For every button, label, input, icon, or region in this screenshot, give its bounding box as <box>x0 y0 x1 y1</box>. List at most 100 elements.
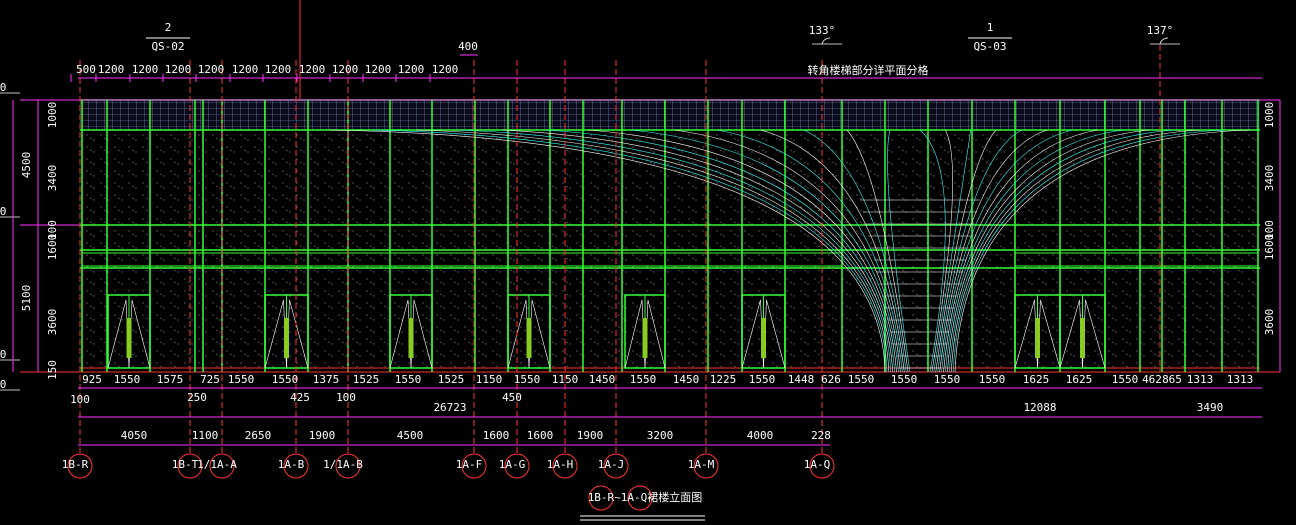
right-dimension: 1600 <box>1263 234 1276 261</box>
bottom-dimension: 1225 <box>710 373 737 386</box>
axis-bubble <box>552 453 578 479</box>
right-dimension: 3600 <box>1263 309 1276 336</box>
bottom-dimension: 725 <box>200 373 220 386</box>
bottom-dimension: 3200 <box>647 429 674 442</box>
angle-label: 137° <box>1147 24 1174 37</box>
bottom-dimension: 4500 <box>397 429 424 442</box>
top-dimension: 500 <box>76 63 96 76</box>
funnel-line <box>935 129 997 373</box>
bottom-dimension: 1600 <box>527 429 554 442</box>
bottom-dimension: 3490 <box>1197 401 1224 414</box>
bottom-dimension: 12088 <box>1023 401 1056 414</box>
bottom-dimension: 100 <box>70 393 90 406</box>
drawing-title: 1B-R~1A-Q裙楼立面图 <box>588 490 703 504</box>
axis-label: 1A-M <box>688 458 715 471</box>
bottom-dimension: 1550 <box>228 373 255 386</box>
axis-label: 1A-B <box>278 458 305 471</box>
left-dimension: 3400 <box>46 165 59 192</box>
top-dimension: 1200 <box>332 63 359 76</box>
axis-bubble <box>603 453 629 479</box>
bottom-dimension: 1550 <box>934 373 961 386</box>
funnel-line <box>887 129 911 373</box>
axis-bubble <box>693 453 719 479</box>
left-dimension: 100 <box>46 220 59 240</box>
bottom-dimension: 1375 <box>313 373 340 386</box>
funnel-line <box>416 129 890 373</box>
bottom-dimension: 1550 <box>891 373 918 386</box>
bottom-dimension: 1900 <box>577 429 604 442</box>
bottom-dimension: 626 <box>821 373 841 386</box>
top-offset: 400 <box>458 40 478 53</box>
axis-label: 1/1A-B <box>323 458 363 471</box>
bottom-dimension: 1900 <box>309 429 336 442</box>
funnel-line <box>459 129 892 373</box>
section-number: 1 <box>987 21 994 34</box>
bottom-dimension: 1550 <box>749 373 776 386</box>
top-dimension: 1200 <box>198 63 225 76</box>
right-dimension: 1000 <box>1263 102 1276 129</box>
left-dimension: 1000 <box>46 102 59 129</box>
axis-bubble <box>809 453 835 479</box>
bottom-dimension: 4000 <box>747 429 774 442</box>
level-marker: 0 <box>0 81 6 94</box>
bottom-dimension: 865 <box>1162 373 1182 386</box>
angle-label: 133° <box>809 24 836 37</box>
bottom-dimension: 1150 <box>552 373 579 386</box>
top-dimension: 1200 <box>265 63 292 76</box>
title-bubble <box>588 485 614 511</box>
funnel-line <box>717 129 903 373</box>
funnel-line <box>954 129 1251 373</box>
right-dimension: 3400 <box>1263 165 1276 192</box>
top-dimension: 1200 <box>165 63 192 76</box>
axis-label: 1A-Q <box>804 458 831 471</box>
funnel-line <box>631 129 899 373</box>
axis-bubble <box>283 453 309 479</box>
bottom-dimension: 925 <box>82 373 102 386</box>
axis-label: 1/1A-A <box>197 458 237 471</box>
left-dimension: 150 <box>46 360 59 380</box>
axis-bubble <box>504 453 530 479</box>
bottom-dimension: 4050 <box>121 429 148 442</box>
axis-label: 1A-F <box>456 458 483 471</box>
title-bubble <box>627 485 653 511</box>
left-dimension: 4500 <box>20 152 33 179</box>
funnel-line <box>674 129 901 373</box>
level-marker: 0 <box>0 348 6 361</box>
bottom-dimension: 2650 <box>245 429 272 442</box>
left-dimension: 1600 <box>46 234 59 261</box>
funnel-line <box>948 129 1174 373</box>
bottom-dimension: 26723 <box>433 401 466 414</box>
section-label: QS-02 <box>151 40 184 53</box>
funnel-line <box>931 129 953 373</box>
door-handle <box>1080 318 1085 358</box>
bottom-dimension: 425 <box>290 391 310 404</box>
bottom-dimension: 1550 <box>114 373 141 386</box>
axis-bubble <box>209 453 235 479</box>
bottom-dimension: 1450 <box>589 373 616 386</box>
top-dimension: 1200 <box>365 63 392 76</box>
funnel-line <box>919 129 946 373</box>
bottom-dimension: 1525 <box>438 373 465 386</box>
facade-fill <box>80 100 1260 372</box>
parapet-band <box>80 100 1260 130</box>
axis-label: 1A-H <box>547 458 574 471</box>
bottom-dimension: 462 <box>1142 373 1162 386</box>
axis-label: 1A-J <box>598 458 625 471</box>
bottom-dimension: 1550 <box>514 373 541 386</box>
funnel-line <box>502 129 893 373</box>
bottom-dimension: 1448 <box>788 373 815 386</box>
door-handle <box>126 318 132 358</box>
funnel-line <box>943 129 1098 373</box>
axis-label: 1A-G <box>499 458 526 471</box>
level-marker: 0 <box>0 378 6 391</box>
bottom-dimension: 1313 <box>1227 373 1254 386</box>
left-dimension: 5100 <box>20 285 33 312</box>
bottom-dimension: 1625 <box>1066 373 1093 386</box>
axis-bubble <box>461 453 487 479</box>
bottom-dimension: 1575 <box>157 373 184 386</box>
top-dimension: 1200 <box>299 63 326 76</box>
angle-mark <box>812 37 842 45</box>
bottom-dimension: 1625 <box>1023 373 1050 386</box>
funnel-line <box>947 129 1149 373</box>
